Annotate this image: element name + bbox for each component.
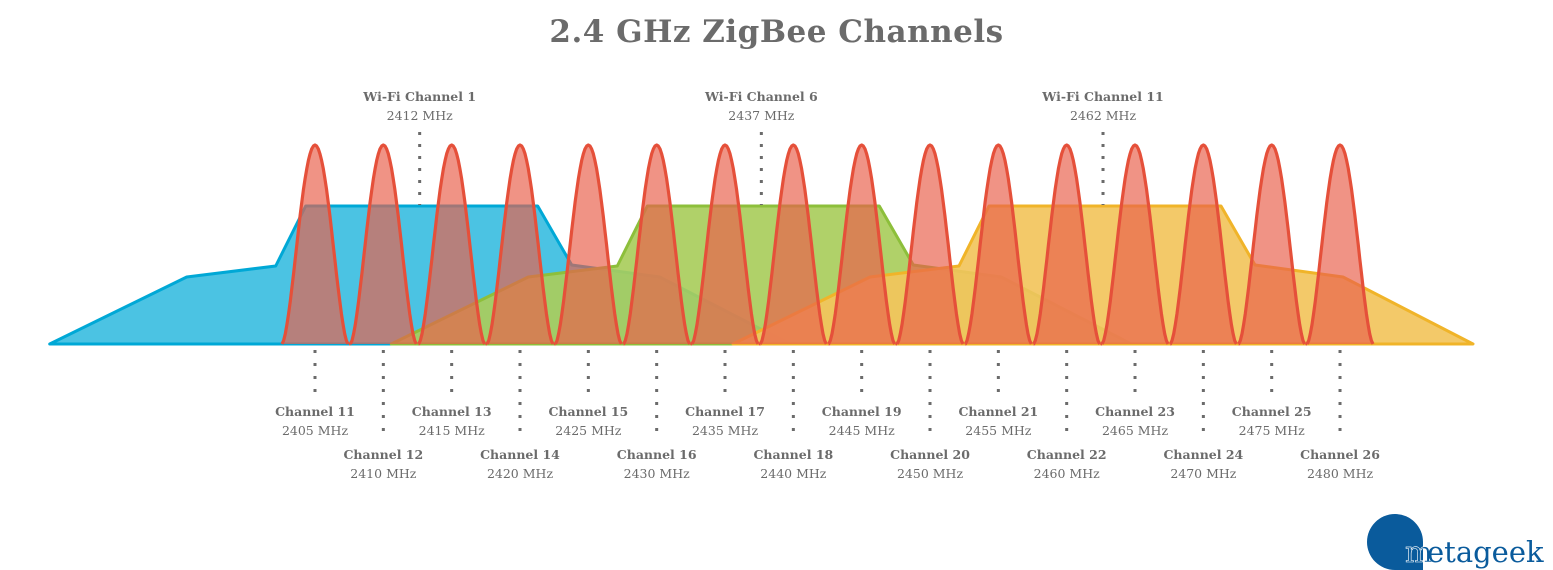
metageek-logo: m etageek <box>1365 510 1553 570</box>
zigbee-channel-peak <box>895 143 965 346</box>
wifi-frequency-label: 2412 MHz <box>387 108 453 123</box>
zigbee-frequency-label: 2425 MHz <box>555 423 621 438</box>
wifi-channel-label: Wi-Fi Channel 1 <box>362 89 476 104</box>
chart-title: 2.4 GHz ZigBee Channels <box>549 14 1004 50</box>
zigbee-frequency-label: 2475 MHz <box>1239 423 1305 438</box>
zigbee-channel-label: Channel 18 <box>753 447 833 462</box>
zigbee-channel-label: Channel 13 <box>412 404 492 419</box>
zigbee-channel-peak <box>690 143 760 346</box>
zigbee-channel-peak <box>827 143 897 346</box>
zigbee-channel-label: Channel 24 <box>1163 447 1243 462</box>
zigbee-frequency-label: 2450 MHz <box>897 466 963 481</box>
svg-text:m: m <box>1405 535 1433 569</box>
zigbee-channel-label: Channel 17 <box>685 404 765 419</box>
zigbee-channel-peak <box>1100 143 1170 346</box>
zigbee-frequency-label: 2420 MHz <box>487 466 553 481</box>
zigbee-channel-peak <box>1168 143 1238 346</box>
zigbee-channel-peak <box>1032 143 1102 346</box>
zigbee-channel-label: Channel 21 <box>958 404 1038 419</box>
wifi-frequency-label: 2462 MHz <box>1070 108 1136 123</box>
zigbee-channel-peak <box>1237 143 1307 346</box>
zigbee-frequency-label: 2465 MHz <box>1102 423 1168 438</box>
zigbee-frequency-label: 2410 MHz <box>350 466 416 481</box>
zigbee-channel-peak <box>1305 143 1375 346</box>
zigbee-channel-peak <box>963 143 1033 346</box>
zigbee-channel-peak <box>280 143 350 345</box>
zigbee-frequency-label: 2445 MHz <box>829 423 895 438</box>
zigbee-channel-label: Channel 23 <box>1095 404 1175 419</box>
zigbee-channel-label: Channel 26 <box>1300 447 1380 462</box>
zigbee-frequency-label: 2435 MHz <box>692 423 758 438</box>
zigbee-channel-peak <box>485 143 555 346</box>
zigbee-channel-peak <box>553 143 623 346</box>
wifi-frequency-label: 2437 MHz <box>728 108 794 123</box>
zigbee-channel-peak <box>348 143 418 346</box>
wifi-channel-label: Wi-Fi Channel 11 <box>1041 89 1164 104</box>
zigbee-frequency-label: 2430 MHz <box>624 466 690 481</box>
zigbee-frequency-label: 2440 MHz <box>760 466 826 481</box>
zigbee-frequency-label: 2455 MHz <box>965 423 1031 438</box>
zigbee-channel-peak <box>417 143 487 346</box>
zigbee-channel-label: Channel 25 <box>1232 404 1312 419</box>
zigbee-frequency-label: 2460 MHz <box>1034 466 1100 481</box>
zigbee-frequency-label: 2470 MHz <box>1170 466 1236 481</box>
zigbee-channel-label: Channel 20 <box>890 447 970 462</box>
zigbee-frequency-label: 2480 MHz <box>1307 466 1373 481</box>
zigbee-channel-label: Channel 19 <box>822 404 902 419</box>
zigbee-channel-label: Channel 12 <box>343 447 423 462</box>
zigbee-channel-label: Channel 15 <box>548 404 628 419</box>
svg-text:etageek: etageek <box>1427 535 1544 569</box>
zigbee-channel-label: Channel 22 <box>1027 447 1107 462</box>
wifi-channel-label: Wi-Fi Channel 6 <box>704 89 818 104</box>
zigbee-frequency-label: 2405 MHz <box>282 423 348 438</box>
zigbee-channel-label: Channel 16 <box>617 447 697 462</box>
zigbee-channel-label: Channel 14 <box>480 447 560 462</box>
zigbee-frequency-label: 2415 MHz <box>419 423 485 438</box>
zigbee-channel-peak <box>622 143 692 346</box>
zigbee-channel-label: Channel 11 <box>275 404 355 419</box>
logo-mark: m etageek <box>1367 514 1544 570</box>
zigbee-channel-peak <box>758 143 828 346</box>
